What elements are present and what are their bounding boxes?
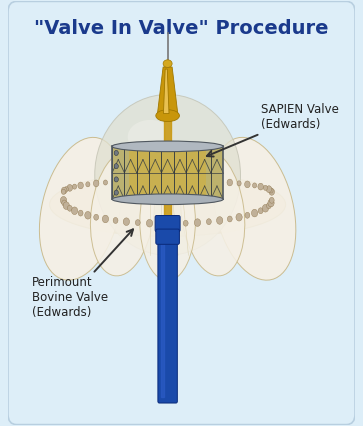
Circle shape [61,189,66,194]
Circle shape [269,197,274,203]
Circle shape [269,188,273,193]
Circle shape [195,178,200,183]
Circle shape [62,200,67,206]
Circle shape [72,207,78,215]
Circle shape [114,150,118,155]
Circle shape [237,181,241,186]
Bar [112,147,223,199]
Circle shape [217,179,222,184]
Circle shape [78,182,83,189]
Circle shape [217,217,223,224]
Circle shape [113,218,118,223]
Circle shape [78,210,83,216]
Bar [129,147,207,199]
Ellipse shape [112,141,223,152]
Circle shape [245,181,250,188]
FancyBboxPatch shape [8,1,355,425]
Circle shape [183,177,188,184]
Circle shape [245,212,250,218]
Circle shape [86,182,90,187]
Circle shape [124,178,129,184]
Circle shape [207,219,211,225]
Text: Perimount
Bovine Valve
(Edwards): Perimount Bovine Valve (Edwards) [32,229,133,320]
Ellipse shape [95,95,241,255]
Circle shape [258,183,264,190]
Bar [112,147,223,199]
Circle shape [103,180,107,185]
Ellipse shape [213,137,296,280]
Circle shape [172,178,176,183]
Circle shape [183,220,188,226]
Circle shape [114,177,118,182]
Circle shape [227,216,232,222]
Circle shape [60,196,67,204]
Circle shape [114,164,118,169]
Bar [112,147,129,199]
Circle shape [159,221,164,227]
Ellipse shape [181,150,245,276]
Circle shape [73,184,77,189]
Circle shape [64,187,68,192]
Circle shape [159,177,164,184]
Ellipse shape [50,173,286,236]
Circle shape [171,220,177,227]
Ellipse shape [140,162,195,281]
Ellipse shape [40,137,122,280]
Circle shape [268,199,274,207]
Circle shape [253,183,257,188]
Circle shape [264,185,268,190]
Circle shape [68,205,72,211]
Circle shape [61,187,67,194]
Circle shape [266,186,272,193]
Circle shape [262,204,269,212]
Ellipse shape [90,150,155,276]
Circle shape [258,208,263,214]
FancyBboxPatch shape [155,216,180,232]
Circle shape [63,202,69,210]
Circle shape [94,214,99,220]
Circle shape [114,190,118,195]
Ellipse shape [163,60,172,67]
Text: SAPIEN Valve
(Edwards): SAPIEN Valve (Edwards) [207,103,339,156]
Circle shape [227,179,233,186]
Polygon shape [157,67,178,115]
Ellipse shape [128,120,173,154]
Circle shape [113,178,118,185]
Ellipse shape [156,110,179,121]
Circle shape [85,211,91,219]
Text: "Valve In Valve" Procedure: "Valve In Valve" Procedure [34,20,329,38]
Circle shape [252,209,258,217]
FancyBboxPatch shape [156,229,179,245]
Bar [207,147,223,199]
Circle shape [135,220,140,225]
Circle shape [236,213,242,221]
Circle shape [93,180,99,187]
FancyBboxPatch shape [158,216,178,403]
Circle shape [67,184,73,191]
Circle shape [266,203,272,209]
Circle shape [102,215,109,223]
Polygon shape [163,69,169,114]
Circle shape [123,218,130,225]
Ellipse shape [112,194,223,204]
Circle shape [146,219,153,227]
Circle shape [194,219,201,226]
Circle shape [147,178,152,183]
Circle shape [206,178,212,184]
Circle shape [135,177,140,184]
Circle shape [269,188,274,195]
